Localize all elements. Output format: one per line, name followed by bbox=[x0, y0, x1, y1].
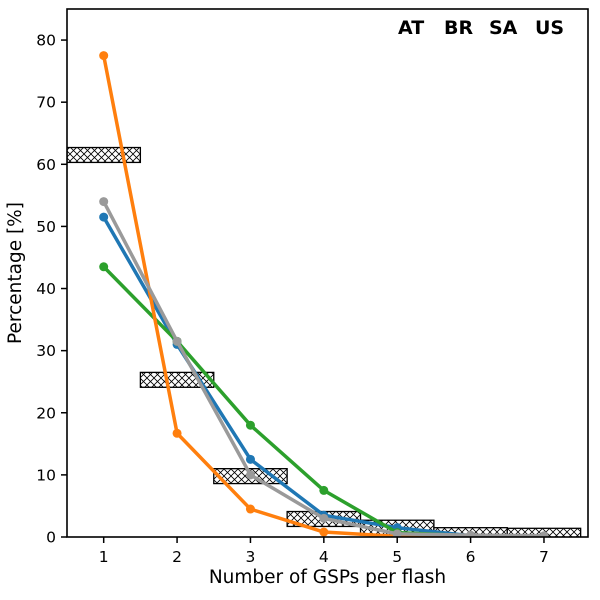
y-tick-label: 20 bbox=[36, 404, 56, 422]
x-tick-label: 5 bbox=[392, 548, 402, 566]
marker-US bbox=[466, 530, 476, 537]
marker-SA bbox=[245, 504, 255, 514]
y-tick-label: 70 bbox=[36, 94, 56, 112]
legend-item-AT: AT bbox=[398, 17, 424, 39]
marker-BR bbox=[245, 420, 255, 430]
x-tick-label: 6 bbox=[466, 548, 476, 566]
x-tick-label: 2 bbox=[172, 548, 182, 566]
marker-US bbox=[245, 470, 255, 480]
marker-AT bbox=[99, 212, 109, 222]
y-tick-label: 30 bbox=[36, 342, 56, 360]
y-tick-label: 40 bbox=[36, 280, 56, 298]
plot-frame bbox=[66, 8, 589, 538]
marker-SA bbox=[319, 527, 329, 537]
x-tick-label: 4 bbox=[319, 548, 329, 566]
marker-US bbox=[392, 529, 402, 537]
marker-US bbox=[172, 336, 182, 346]
marker-US bbox=[99, 197, 109, 207]
marker-BR bbox=[99, 262, 109, 272]
x-axis: 1 2 3 4 5 6 7 bbox=[99, 537, 549, 566]
marker-AT bbox=[245, 454, 255, 464]
y-tick-label: 10 bbox=[36, 466, 56, 484]
series-US bbox=[99, 197, 549, 537]
y-tick-label: 50 bbox=[36, 218, 56, 236]
legend-item-SA: SA bbox=[489, 17, 518, 39]
y-axis: 0 10 20 30 40 50 60 70 80 bbox=[36, 32, 67, 547]
y-tick-label: 80 bbox=[36, 32, 56, 50]
series-BR bbox=[99, 262, 549, 537]
marker-US bbox=[539, 531, 549, 537]
x-tick-label: 1 bbox=[99, 548, 109, 566]
hatched-boxes bbox=[67, 146, 582, 537]
legend: AT BR SA US bbox=[398, 17, 564, 39]
marker-SA bbox=[172, 428, 182, 438]
legend-item-BR: BR bbox=[444, 17, 473, 39]
y-tick-label: 0 bbox=[46, 529, 56, 547]
series-SA bbox=[99, 51, 549, 537]
marker-SA bbox=[99, 51, 109, 61]
y-axis-label: Percentage [%] bbox=[5, 202, 26, 344]
x-tick-label: 7 bbox=[539, 548, 549, 566]
y-tick-label: 60 bbox=[36, 156, 56, 174]
marker-BR bbox=[319, 485, 329, 495]
legend-item-US: US bbox=[535, 17, 564, 39]
x-axis-label: Number of GSPs per flash bbox=[209, 567, 446, 588]
x-tick-label: 3 bbox=[246, 548, 256, 566]
hatched-box bbox=[67, 146, 142, 164]
marker-US bbox=[319, 513, 329, 523]
